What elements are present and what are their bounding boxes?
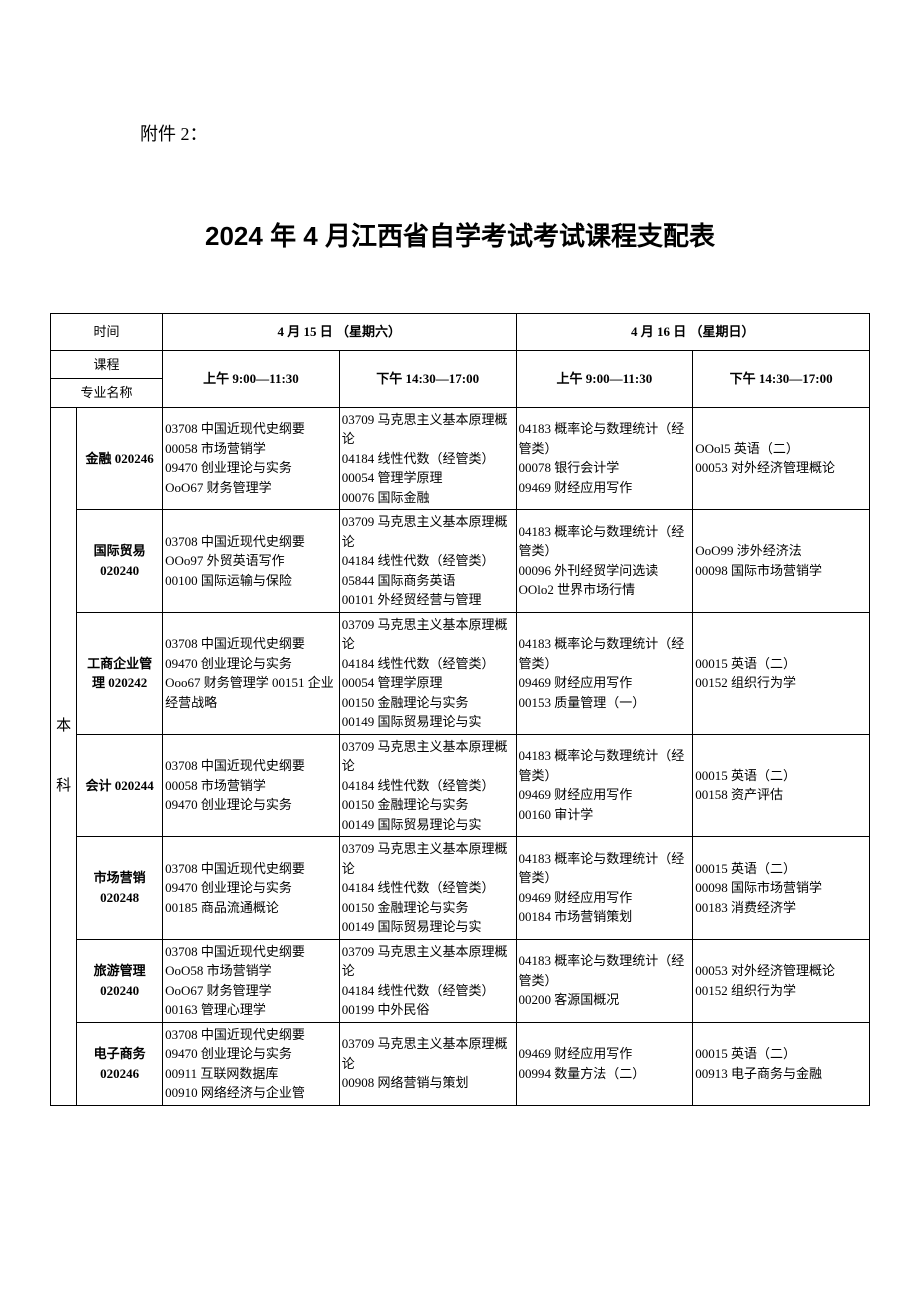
course-cell: 04183 概率论与数理统计（经管类） 09469 财经应用写作 00153 质…	[516, 612, 693, 734]
header-day1-pm: 下午 14:30—17:00	[339, 350, 516, 407]
header-day1-am: 上午 9:00—11:30	[163, 350, 340, 407]
header-day1: 4 月 15 日 （星期六）	[163, 314, 516, 351]
header-day2-am: 上午 9:00—11:30	[516, 350, 693, 407]
course-cell: 04183 概率论与数理统计（经管类） 00078 银行会计学 09469 财经…	[516, 407, 693, 510]
header-course-label: 课程	[51, 350, 163, 379]
attachment-label: 附件 2：	[140, 120, 870, 146]
table-row: 市场营销 020248 03708 中国近现代史纲要 09470 创业理论与实务…	[51, 837, 870, 940]
header-time-label: 时间	[51, 314, 163, 351]
course-cell: 03708 中国近现代史纲要 00058 市场营销学 09470 创业理论与实务…	[163, 407, 340, 510]
major-name: 会计 020244	[77, 734, 163, 837]
course-cell: 03709 马克思主义基本原理概论 04184 线性代数（经管类） 00054 …	[339, 612, 516, 734]
course-cell: 00015 英语（二） 00913 电子商务与金融	[693, 1022, 870, 1105]
header-day2: 4 月 16 日 （星期日）	[516, 314, 869, 351]
course-cell: 03708 中国近现代史纲要 09470 创业理论与实务 Ooo67 财务管理学…	[163, 612, 340, 734]
major-name: 国际贸易 020240	[77, 510, 163, 613]
course-cell: 03708 中国近现代史纲要 OoO58 市场营销学 OoO67 财务管理学 0…	[163, 939, 340, 1022]
category-label: 本 科	[51, 407, 77, 1105]
course-cell: 03708 中国近现代史纲要 09470 创业理论与实务 00911 互联网数据…	[163, 1022, 340, 1105]
course-cell: 03708 中国近现代史纲要 09470 创业理论与实务 00185 商品流通概…	[163, 837, 340, 940]
course-cell: OoO99 涉外经济法 00098 国际市场营销学	[693, 510, 870, 613]
table-row: 本 科 金融 020246 03708 中国近现代史纲要 00058 市场营销学…	[51, 407, 870, 510]
course-cell: 03709 马克思主义基本原理概论 04184 线性代数（经管类） 00199 …	[339, 939, 516, 1022]
table-row: 国际贸易 020240 03708 中国近现代史纲要 OOo97 外贸英语写作 …	[51, 510, 870, 613]
header-day2-pm: 下午 14:30—17:00	[693, 350, 870, 407]
course-cell: 03709 马克思主义基本原理概论 04184 线性代数（经管类） 00054 …	[339, 407, 516, 510]
table-row: 会计 020244 03708 中国近现代史纲要 00058 市场营销学 094…	[51, 734, 870, 837]
table-row: 工商企业管理 020242 03708 中国近现代史纲要 09470 创业理论与…	[51, 612, 870, 734]
course-cell: 04183 概率论与数理统计（经管类） 09469 财经应用写作 00160 审…	[516, 734, 693, 837]
course-cell: 04183 概率论与数理统计（经管类） 00096 外刊经贸学问选读 OOlo2…	[516, 510, 693, 613]
course-cell: 04183 概率论与数理统计（经管类） 09469 财经应用写作 00184 市…	[516, 837, 693, 940]
course-cell: 09469 财经应用写作 00994 数量方法（二）	[516, 1022, 693, 1105]
course-cell: 03709 马克思主义基本原理概论 04184 线性代数（经管类） 00150 …	[339, 734, 516, 837]
course-cell: OOol5 英语（二） 00053 对外经济管理概论	[693, 407, 870, 510]
course-cell: 04183 概率论与数理统计（经管类） 00200 客源国概况	[516, 939, 693, 1022]
course-cell: 03709 马克思主义基本原理概论 04184 线性代数（经管类） 00150 …	[339, 837, 516, 940]
course-cell: 00015 英语（二） 00158 资产评估	[693, 734, 870, 837]
course-cell: 03708 中国近现代史纲要 OOo97 外贸英语写作 00100 国际运输与保…	[163, 510, 340, 613]
course-cell: 03709 马克思主义基本原理概论 00908 网络营销与策划	[339, 1022, 516, 1105]
course-cell: 00015 英语（二） 00152 组织行为学	[693, 612, 870, 734]
course-cell: 00015 英语（二） 00098 国际市场营销学 00183 消费经济学	[693, 837, 870, 940]
major-name: 金融 020246	[77, 407, 163, 510]
major-name: 工商企业管理 020242	[77, 612, 163, 734]
major-name: 旅游管理 020240	[77, 939, 163, 1022]
course-cell: 03709 马克思主义基本原理概论 04184 线性代数（经管类） 05844 …	[339, 510, 516, 613]
table-row: 电子商务 020246 03708 中国近现代史纲要 09470 创业理论与实务…	[51, 1022, 870, 1105]
major-name: 电子商务 020246	[77, 1022, 163, 1105]
page-title: 2024 年 4 月江西省自学考试考试课程支配表	[50, 216, 870, 253]
schedule-table: 时间 4 月 15 日 （星期六） 4 月 16 日 （星期日） 课程 上午 9…	[50, 313, 870, 1106]
table-row: 旅游管理 020240 03708 中国近现代史纲要 OoO58 市场营销学 O…	[51, 939, 870, 1022]
major-name: 市场营销 020248	[77, 837, 163, 940]
course-cell: 03708 中国近现代史纲要 00058 市场营销学 09470 创业理论与实务	[163, 734, 340, 837]
header-major-label: 专业名称	[51, 379, 163, 408]
course-cell: 00053 对外经济管理概论 00152 组织行为学	[693, 939, 870, 1022]
